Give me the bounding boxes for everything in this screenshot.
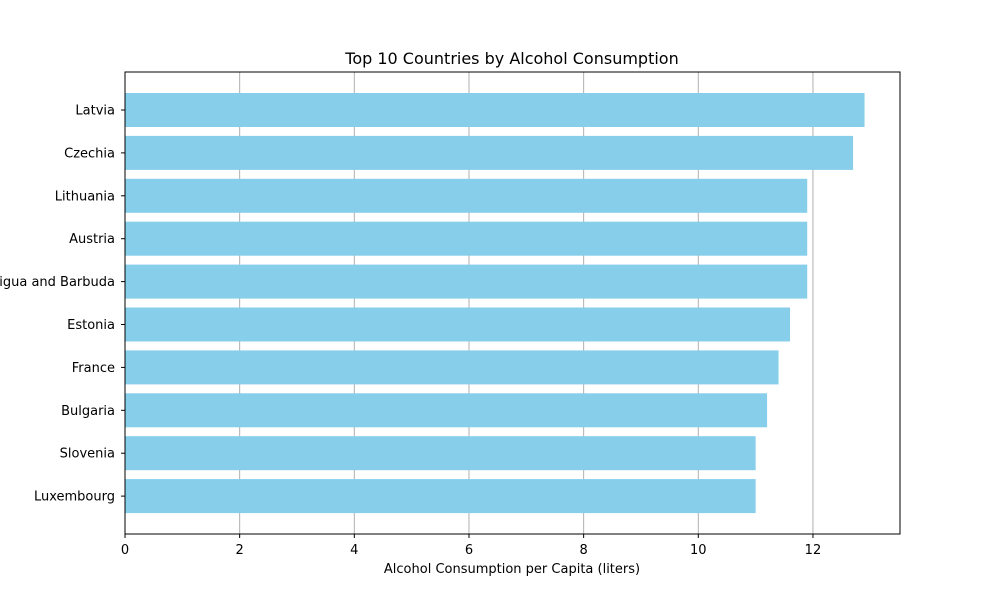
y-tick-label: Latvia: [75, 104, 115, 119]
y-tick-label: Bulgaria: [61, 404, 115, 419]
bar-france: [125, 350, 779, 385]
x-axis-label: Alcohol Consumption per Capita (liters): [384, 562, 640, 577]
plot-area-frame: [124, 71, 901, 535]
y-axis-ticks: Latvia Czechia Lithuania Austria Antigua and…: [0, 104, 125, 505]
bar-lithuania: [125, 178, 808, 213]
y-tick-label: France: [72, 361, 115, 376]
y-tick-label: Czechia: [64, 146, 115, 161]
x-tick-label: 0: [121, 543, 129, 558]
y-tick-label: Antigua and Barbuda: [0, 275, 115, 290]
bar-austria: [125, 221, 808, 256]
y-tick-label: Lithuania: [55, 189, 115, 204]
bar-slovenia: [125, 436, 756, 471]
x-axis-ticks: 0 2 4 6 8 10 12: [121, 534, 821, 558]
bar-latvia: [125, 93, 865, 127]
y-tick-label: Estonia: [67, 318, 115, 333]
bar-bulgaria: [125, 393, 768, 428]
y-tick-label: Slovenia: [60, 447, 115, 462]
x-tick-label: 2: [236, 543, 244, 558]
bar-estonia: [125, 307, 791, 342]
bar-antigua-and-barbuda: [125, 264, 808, 299]
x-tick-label: 8: [579, 543, 587, 558]
y-tick-label: Luxembourg: [34, 490, 115, 505]
bar-czechia: [125, 135, 854, 170]
x-tick-label: 4: [350, 543, 358, 558]
x-tick-label: 10: [690, 543, 707, 558]
x-tick-label: 12: [805, 543, 822, 558]
bars: [125, 93, 865, 514]
bar-luxembourg: [125, 479, 756, 514]
y-tick-label: Austria: [69, 232, 115, 247]
chart-title: Top 10 Countries by Alcohol Consumption: [344, 49, 678, 68]
x-tick-label: 6: [465, 543, 473, 558]
